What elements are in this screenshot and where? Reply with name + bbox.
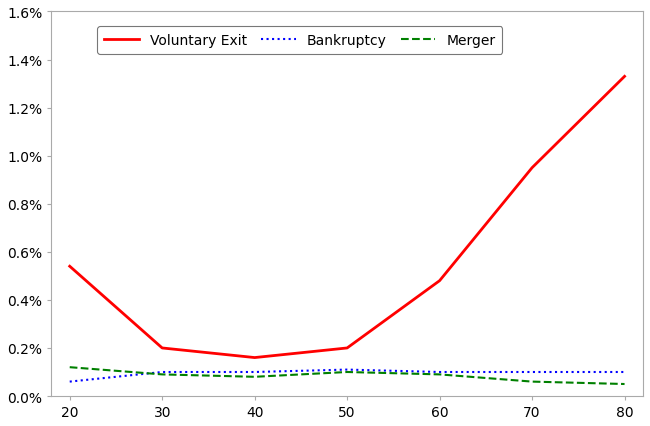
Line: Merger: Merger bbox=[70, 367, 625, 384]
Voluntary Exit bbox=[159, 345, 166, 351]
Voluntary Exit bbox=[251, 355, 259, 360]
Bankruptcy bbox=[66, 379, 73, 384]
Bankruptcy bbox=[251, 370, 259, 375]
Voluntary Exit bbox=[528, 166, 536, 171]
Merger bbox=[343, 370, 351, 375]
Bankruptcy bbox=[343, 367, 351, 372]
Voluntary Exit bbox=[436, 279, 443, 284]
Voluntary Exit bbox=[66, 264, 73, 269]
Line: Bankruptcy: Bankruptcy bbox=[70, 370, 625, 382]
Legend: Voluntary Exit, Bankruptcy, Merger: Voluntary Exit, Bankruptcy, Merger bbox=[97, 27, 502, 55]
Bankruptcy bbox=[528, 370, 536, 375]
Bankruptcy bbox=[621, 370, 629, 375]
Merger bbox=[528, 379, 536, 384]
Merger bbox=[436, 372, 443, 377]
Merger bbox=[66, 365, 73, 370]
Merger bbox=[159, 372, 166, 377]
Line: Voluntary Exit: Voluntary Exit bbox=[70, 77, 625, 358]
Voluntary Exit bbox=[343, 345, 351, 351]
Merger bbox=[621, 382, 629, 387]
Bankruptcy bbox=[159, 370, 166, 375]
Merger bbox=[251, 374, 259, 380]
Voluntary Exit bbox=[621, 75, 629, 80]
Bankruptcy bbox=[436, 370, 443, 375]
